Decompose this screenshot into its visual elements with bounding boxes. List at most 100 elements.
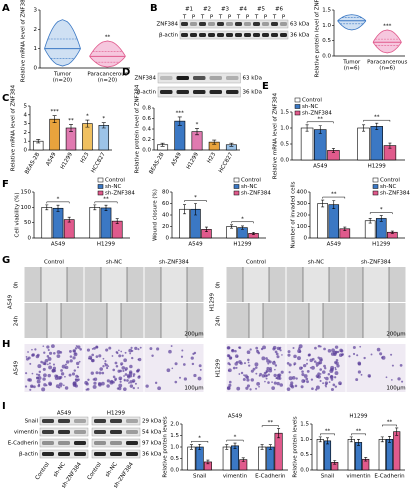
x-tick-label: H23 bbox=[80, 151, 91, 164]
significance: * bbox=[241, 216, 244, 222]
cell-dot bbox=[93, 346, 96, 350]
error-bar bbox=[229, 142, 234, 147]
y-tick-label: 3 bbox=[34, 8, 38, 14]
cell-dot bbox=[276, 376, 281, 380]
blot-band bbox=[160, 90, 173, 94]
cell-dot bbox=[28, 378, 32, 382]
blot-band bbox=[199, 22, 206, 26]
cell-dot bbox=[232, 366, 236, 370]
y-axis-label: Relative mRNA level of ZNF384 bbox=[11, 84, 17, 171]
cell-dot bbox=[157, 386, 162, 391]
cell-dot bbox=[58, 386, 61, 389]
cell-dot bbox=[249, 348, 252, 351]
blot-band bbox=[176, 90, 189, 94]
bar bbox=[98, 125, 110, 151]
cell-dot bbox=[116, 387, 120, 390]
cell-dot bbox=[274, 364, 278, 367]
panel-label: H bbox=[2, 339, 10, 350]
significance: ** bbox=[356, 428, 362, 434]
cell-dot bbox=[334, 385, 338, 388]
cell-dot bbox=[154, 381, 158, 385]
legend-swatch bbox=[372, 184, 379, 189]
cell-dot bbox=[276, 377, 278, 379]
bar bbox=[317, 203, 328, 239]
cell-dot bbox=[90, 371, 94, 375]
y-axis-label: Wound closure (%) bbox=[153, 189, 159, 241]
significance-bracket bbox=[231, 221, 254, 224]
cell-dot bbox=[36, 373, 38, 376]
cell-dot bbox=[134, 346, 138, 350]
cell-dot bbox=[242, 377, 246, 381]
y-tick-label: 1 bbox=[34, 46, 38, 52]
cell-dot bbox=[287, 350, 291, 354]
error-bar bbox=[212, 139, 217, 145]
cell-dot bbox=[401, 380, 404, 383]
error-bar bbox=[241, 457, 245, 462]
x-tick-label: Paracancerous bbox=[367, 60, 407, 66]
cell-dot bbox=[129, 384, 134, 388]
wound-gap bbox=[249, 303, 263, 338]
lane-label: P bbox=[210, 15, 214, 21]
bar bbox=[354, 442, 363, 471]
legend-label: sh-NC bbox=[241, 184, 257, 190]
cell-dot bbox=[180, 355, 184, 358]
cell-dot bbox=[338, 381, 342, 386]
invasion-image bbox=[144, 344, 204, 392]
cell-dot bbox=[58, 382, 63, 387]
cell-dot bbox=[391, 364, 394, 367]
lane-label: sh-NC bbox=[105, 461, 119, 478]
y-axis-label: Relative mRNA level of ZNF384 bbox=[21, 0, 27, 82]
cell-dot bbox=[243, 374, 245, 377]
bar bbox=[370, 126, 383, 161]
violin bbox=[44, 19, 81, 67]
error-bar bbox=[318, 436, 322, 443]
cell-dot bbox=[323, 347, 326, 351]
y-tick-label: 2.0 bbox=[170, 422, 179, 428]
bar bbox=[266, 446, 275, 471]
cell-line-label: A549 bbox=[8, 294, 14, 309]
cell-dot bbox=[114, 361, 118, 365]
x-tick-label: Tumor bbox=[53, 72, 72, 78]
wound-gap bbox=[303, 267, 329, 302]
cell-dot bbox=[31, 372, 34, 375]
cell-dot bbox=[301, 379, 306, 383]
error-bar bbox=[368, 218, 372, 224]
band-label: β-actin bbox=[19, 452, 39, 458]
significance-bracket bbox=[261, 425, 279, 428]
cell-dot bbox=[126, 379, 129, 382]
cell-dot bbox=[254, 362, 259, 367]
significance: ** bbox=[105, 34, 111, 40]
error-bar bbox=[395, 427, 399, 436]
cell-line-label: H1299 bbox=[216, 358, 222, 377]
cell-dot bbox=[281, 354, 283, 356]
panel-label: B bbox=[150, 3, 158, 14]
band-label: Snail bbox=[25, 419, 39, 425]
blot-band bbox=[58, 452, 70, 456]
cell-dot bbox=[370, 353, 373, 356]
cell-dot bbox=[325, 376, 329, 381]
cell-dot bbox=[277, 373, 282, 377]
cell-dot bbox=[101, 381, 105, 386]
cell-dot bbox=[306, 380, 309, 384]
x-tick-label: H23 bbox=[206, 151, 217, 164]
cell-dot bbox=[247, 358, 250, 362]
cell-dot bbox=[76, 366, 80, 369]
error-bar bbox=[225, 444, 229, 450]
time-label: 0h bbox=[14, 281, 20, 288]
cell-dot bbox=[78, 360, 81, 363]
panel-label: I bbox=[2, 401, 6, 412]
significance-bracket bbox=[191, 440, 209, 443]
cell-dot bbox=[134, 382, 137, 385]
x-tick-label: BEAS-2B bbox=[24, 152, 41, 176]
error-bar bbox=[331, 148, 335, 153]
cell-dot bbox=[231, 348, 234, 352]
legend-swatch bbox=[97, 184, 104, 189]
cell-dot bbox=[308, 353, 311, 356]
cell-dot bbox=[156, 347, 160, 351]
cell-dot bbox=[76, 361, 80, 366]
bar bbox=[100, 207, 112, 239]
bar bbox=[328, 204, 340, 239]
cell-dot bbox=[48, 362, 51, 365]
cell-dot bbox=[46, 355, 50, 358]
cell-dot bbox=[118, 383, 123, 388]
